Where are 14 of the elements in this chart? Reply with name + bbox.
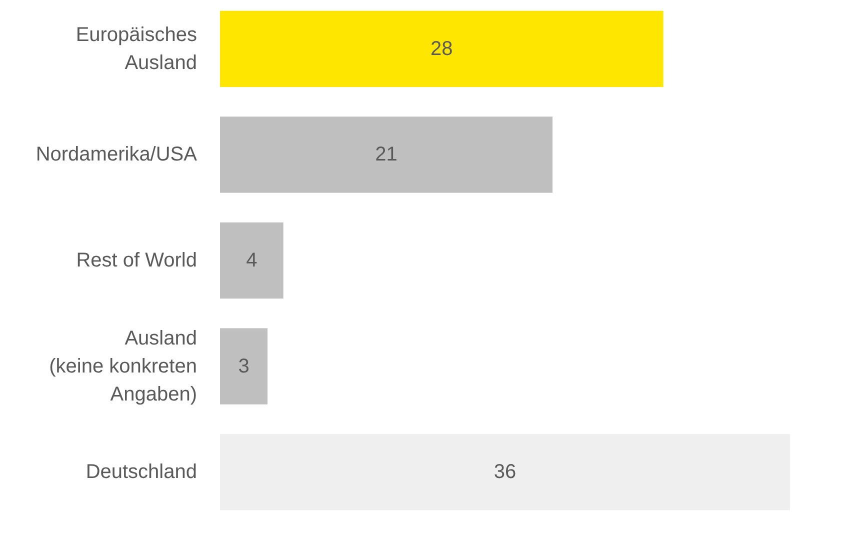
y-tick-label: Rest of World bbox=[76, 250, 197, 272]
bar bbox=[220, 222, 284, 299]
bar bbox=[220, 10, 664, 87]
y-tick-label: Nordamerika/USA bbox=[36, 144, 198, 166]
data-label: 21 bbox=[375, 144, 398, 166]
y-tick-label: Europäisches Ausland bbox=[76, 24, 197, 74]
data-label: 3 bbox=[238, 355, 250, 378]
y-tick-label: Ausland (keine konkreten Angaben) bbox=[49, 327, 197, 406]
bar bbox=[220, 116, 552, 193]
data-label: 36 bbox=[494, 461, 516, 484]
data-label: 4 bbox=[246, 250, 258, 272]
y-tick-label: Deutschland bbox=[86, 461, 197, 484]
data-label: 28 bbox=[430, 38, 453, 60]
bar bbox=[220, 328, 268, 404]
